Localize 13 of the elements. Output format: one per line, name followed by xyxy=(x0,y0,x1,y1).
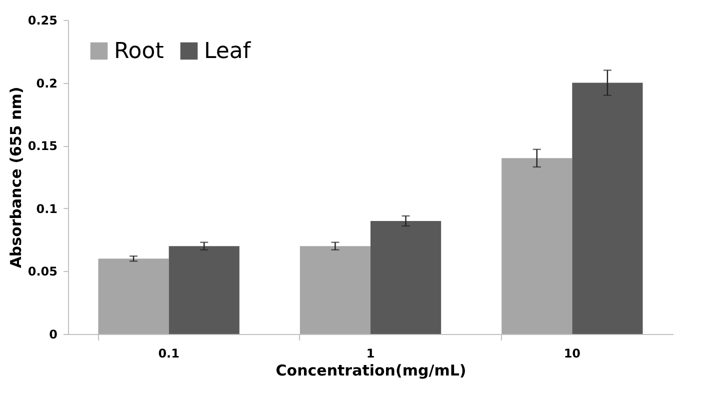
y-tick-label: 0.15 xyxy=(28,139,58,154)
y-tick-label: 0.05 xyxy=(28,264,58,279)
y-axis-title: Absorbance (655 nm) xyxy=(6,86,25,268)
x-axis-title: Concentration(mg/mL) xyxy=(276,362,466,380)
x-tick-label: 0.1 xyxy=(158,346,180,360)
legend-label: Leaf xyxy=(204,39,252,64)
y-tick-label: 0.1 xyxy=(36,202,58,216)
y-tick-label: 0 xyxy=(49,328,58,342)
x-tick-label: 1 xyxy=(366,346,375,360)
legend-label: Root xyxy=(114,39,164,64)
y-tick-label: 0.2 xyxy=(36,76,58,90)
y-tick-label: 0.25 xyxy=(28,14,58,28)
x-tick-label: 10 xyxy=(564,346,581,360)
